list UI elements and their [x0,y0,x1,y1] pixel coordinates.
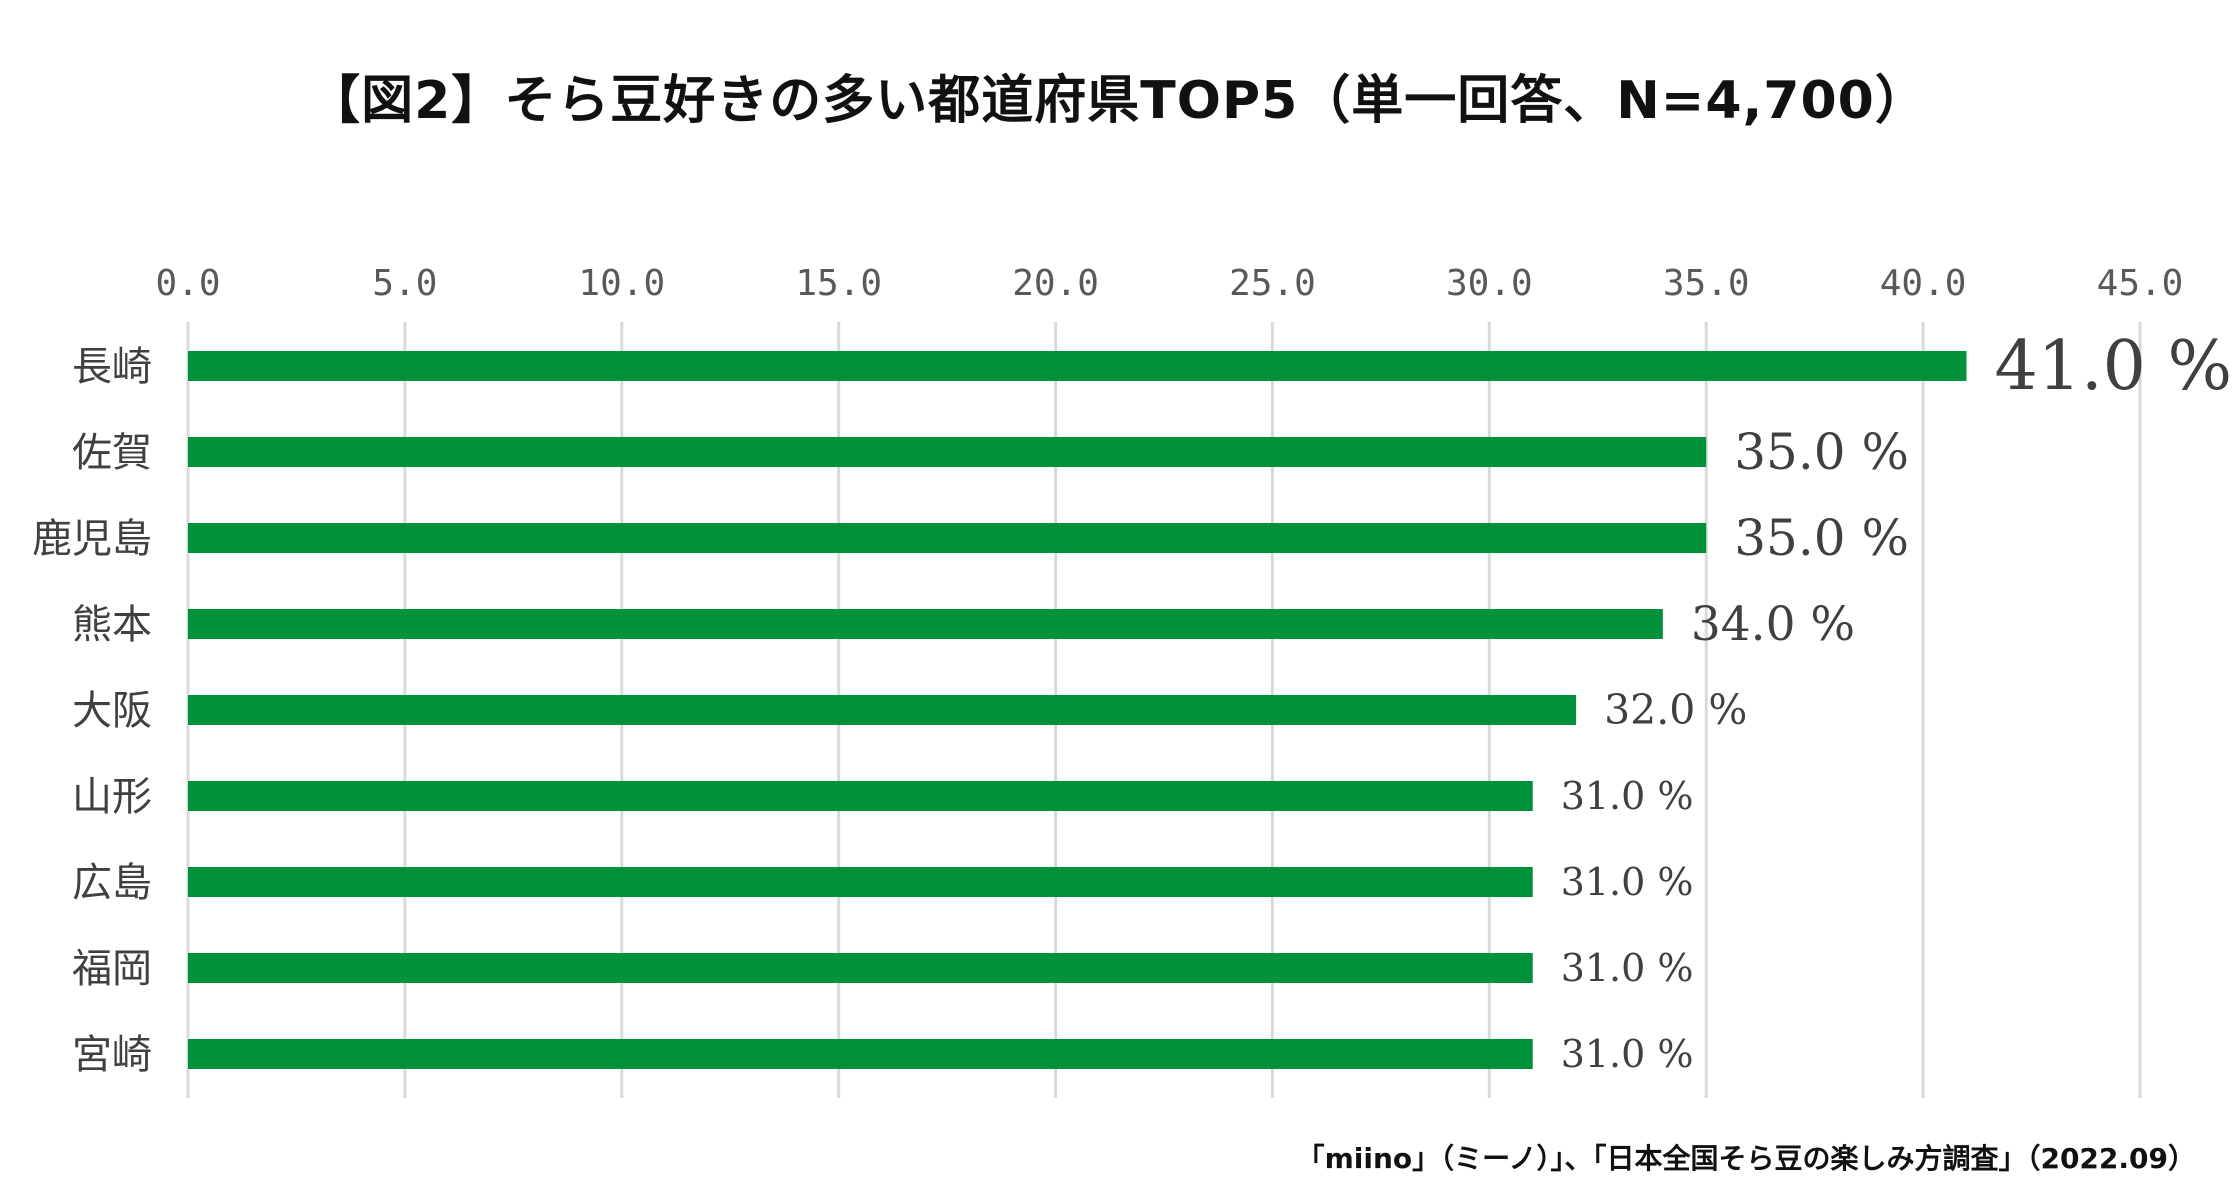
data-label: 31.0 % [1561,774,1694,818]
data-label: 41.0 % [1994,327,2232,406]
chart-title: 【図2】そら豆好きの多い都道府県TOP5（単一回答、N=4,700） [308,71,1928,131]
bar [188,437,1707,467]
data-label: 31.0 % [1561,860,1694,904]
x-tick-label: 25.0 [1229,263,1316,304]
bar [188,695,1577,725]
bar [188,351,1967,381]
bars [188,351,1967,1069]
x-tick-label: 40.0 [1880,263,1967,304]
category-label: 宮崎 [72,1032,152,1078]
bar [188,953,1533,983]
data-label: 35.0 % [1734,509,1909,567]
category-label: 長崎 [72,344,152,390]
x-tick-label: 15.0 [795,263,882,304]
x-tick-label: 0.0 [155,263,220,304]
data-label: 34.0 % [1691,597,1855,652]
category-label: 山形 [72,774,152,820]
x-axis-ticks: 0.0 5.0 10.0 15.0 20.0 25.0 30.0 35.0 40.0 45.0 [155,263,2183,304]
bar [188,781,1533,811]
x-tick-label: 35.0 [1663,263,1750,304]
x-tick-label: 5.0 [372,263,437,304]
bar [188,523,1707,553]
data-labels: 41.0 % 35.0 % 35.0 % 34.0 % 32.0 % 31.0 % 31.0… [1561,327,2232,1076]
category-label: 佐賀 [72,430,152,476]
data-label: 31.0 % [1561,1032,1694,1076]
category-label: 熊本 [72,602,152,648]
bar [188,1039,1533,1069]
category-label: 大阪 [72,688,152,734]
x-tick-label: 45.0 [2097,263,2184,304]
source-note: 「miino」（ミーノ）」、「日本全国そら豆の楽しみ方調査」（2022.09） [1296,1142,2196,1175]
bar [188,867,1533,897]
category-label: 鹿児島 [32,516,152,562]
data-label: 35.0 % [1734,423,1909,481]
x-tick-label: 30.0 [1446,263,1533,304]
data-label: 31.0 % [1561,946,1694,990]
bar [188,609,1663,639]
x-tick-label: 10.0 [578,263,665,304]
data-label: 32.0 % [1604,686,1747,734]
x-tick-label: 20.0 [1012,263,1099,304]
category-label: 広島 [72,860,152,906]
category-label: 福岡 [72,946,152,992]
